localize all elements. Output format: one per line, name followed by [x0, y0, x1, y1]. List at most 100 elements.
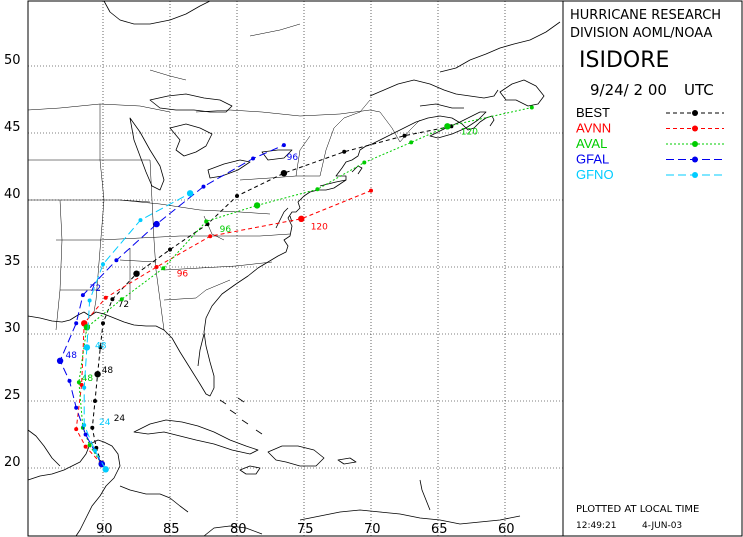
- track-point-gfno: [83, 344, 91, 351]
- track-hour-label-gfal: 48: [66, 351, 78, 361]
- track-gfno: 24 48: [82, 190, 194, 473]
- lon-label-85: 85: [163, 522, 180, 537]
- track-point-gfal: [74, 321, 79, 326]
- lon-label-80: 80: [230, 522, 247, 537]
- lon-label-70: 70: [364, 522, 381, 537]
- track-point-gfal: [56, 357, 64, 364]
- lon-label-75: 75: [297, 522, 314, 537]
- track-point-avnn: [208, 234, 213, 239]
- legend-swatch-marker-gfal: [692, 156, 698, 163]
- legend-row-gfal: GFAL: [576, 152, 724, 167]
- track-point-avnn: [74, 427, 79, 432]
- legend-label-gfno: GFNO: [576, 167, 614, 182]
- track-point-gfal: [83, 432, 88, 437]
- graticule: [28, 1, 563, 536]
- lat-label-40: 40: [4, 187, 21, 202]
- track-hour-label-best: 72: [118, 300, 129, 310]
- track-point-gfal: [80, 293, 85, 298]
- legend-row-gfno: GFNO: [576, 167, 724, 182]
- legend-row-best: BEST: [576, 105, 724, 120]
- track-hour-label-aval: 48: [82, 374, 94, 384]
- track-point-gfal: [251, 156, 256, 161]
- track-point-gfno: [186, 190, 194, 197]
- track-point-aval: [204, 219, 209, 224]
- track-point-best: [280, 170, 288, 177]
- plot-date: 4-JUN-03: [642, 521, 682, 531]
- track-point-gfno: [87, 298, 92, 303]
- track-point-gfno: [138, 218, 143, 223]
- track-point-avnn: [369, 188, 373, 193]
- legend-panel: [562, 0, 743, 537]
- lon-label-60: 60: [498, 522, 515, 537]
- track-point-best: [94, 371, 101, 378]
- track-point-aval: [444, 123, 451, 130]
- track-point-gfno: [93, 448, 97, 453]
- plot-clock: 12:49:21: [576, 521, 616, 531]
- track-line-aval: [78, 107, 532, 465]
- lat-label-30: 30: [4, 321, 21, 336]
- track-hour-label-avnn: 120: [311, 223, 328, 233]
- track-point-aval: [161, 266, 166, 271]
- track-hour-label-gfno: 48: [95, 342, 107, 352]
- track-point-best: [90, 425, 95, 430]
- track-point-gfal: [153, 220, 160, 228]
- legend-swatch-marker-avnn: [692, 125, 698, 132]
- track-point-avnn: [298, 215, 305, 222]
- track-hour-label-aval: 96: [220, 225, 232, 235]
- forecast-time: 9/24/ 2 00: [590, 81, 667, 99]
- track-point-best: [101, 321, 105, 326]
- legend-footer: PLOTTED AT LOCAL TIME 12:49:21 4-JUN-03: [576, 504, 699, 531]
- legend-swatch-marker-best: [692, 110, 698, 116]
- track-point-aval: [83, 324, 91, 331]
- track-point-gfal: [74, 405, 79, 410]
- lat-label-25: 25: [4, 388, 21, 403]
- legend-row-avnn: AVNN: [576, 121, 724, 136]
- track-point-best: [168, 247, 172, 252]
- track-point-best: [93, 399, 97, 403]
- track-point-best: [342, 149, 347, 154]
- track-point-avnn: [103, 295, 108, 300]
- legend-row-aval: AVAL: [576, 136, 724, 151]
- track-point-best: [402, 133, 407, 138]
- track-point-gfal: [201, 184, 206, 189]
- track-point-gfno: [82, 423, 87, 428]
- org-line-1: HURRICANE RESEARCH: [570, 8, 721, 23]
- legend-label-avnn: AVNN: [576, 121, 611, 136]
- track-hour-label-best: 48: [102, 366, 114, 376]
- lat-label-45: 45: [4, 120, 21, 135]
- forecast-tracks: 24 48 72 96 120 48 96 120 48 72 96 24 48: [56, 105, 534, 473]
- lon-label-90: 90: [96, 522, 113, 537]
- legend-swatch-marker-aval: [692, 141, 698, 147]
- track-line-gfal: [59, 144, 285, 465]
- map-frame: [27, 0, 564, 537]
- track-line-avnn: [75, 190, 372, 465]
- plotted-note: PLOTTED AT LOCAL TIME: [576, 504, 699, 515]
- track-point-gfal: [114, 258, 119, 263]
- track-point-aval: [409, 140, 414, 145]
- track-hour-label-aval: 120: [461, 127, 478, 137]
- lat-label-20: 20: [4, 455, 21, 470]
- coastlines: [27, 0, 561, 537]
- lat-label-35: 35: [4, 254, 21, 269]
- track-point-best: [110, 297, 115, 302]
- storm-name: ISIDORE: [579, 48, 669, 73]
- legend-label-best: BEST: [576, 105, 610, 120]
- political-borders: [27, 23, 421, 331]
- org-line-2: DIVISION AOML/NOAA: [570, 26, 712, 41]
- track-hour-label-gfal: 72: [90, 284, 101, 294]
- legend-swatch-marker-gfno: [692, 172, 698, 178]
- track-point-gfno: [82, 385, 87, 390]
- legend-label-aval: AVAL: [576, 136, 607, 151]
- track-point-avnn: [83, 444, 88, 449]
- track-hour-label-gfal: 96: [287, 153, 299, 163]
- track-point-aval: [87, 443, 92, 448]
- track-point-avnn: [154, 265, 159, 269]
- longitude-labels: 90 85 80 75 70 65 60: [96, 522, 515, 537]
- legend-header: HURRICANE RESEARCH DIVISION AOML/NOAA IS…: [570, 8, 721, 99]
- track-point-aval: [315, 187, 320, 192]
- track-point-aval: [362, 160, 367, 165]
- track-hour-label-avnn: 96: [177, 269, 189, 279]
- lon-label-65: 65: [431, 522, 448, 537]
